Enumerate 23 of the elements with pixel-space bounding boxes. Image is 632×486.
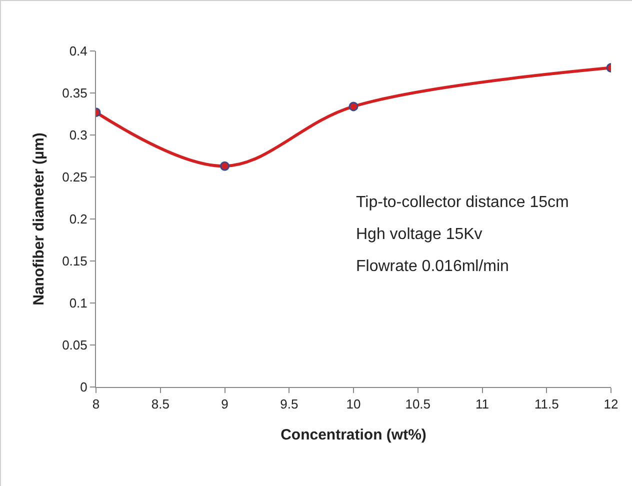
x-tick-label: 9.5 [280, 396, 298, 412]
annotation: Flowrate 0.016ml/min [356, 258, 509, 275]
y-tick-label: 0.05 [62, 338, 88, 353]
x-tick-label: 9 [221, 396, 228, 412]
x-axis-title: Concentration (wt%) [280, 426, 426, 444]
x-tick-label: 10 [346, 396, 361, 412]
y-tick-label: 0.25 [62, 170, 88, 185]
x-tick-label: 12 [604, 396, 618, 412]
y-tick-label: 0.2 [69, 212, 88, 227]
x-tick-label: 11.5 [534, 396, 559, 412]
y-tick-label: 0.4 [69, 44, 88, 59]
annotation: Hgh voltage 15Kv [356, 226, 482, 243]
y-tick-label: 0.15 [62, 254, 88, 269]
annotation: Tip-to-collector distance 15cm [356, 194, 569, 211]
x-tick-label: 8 [92, 396, 100, 412]
y-tick-label: 0.3 [69, 128, 88, 143]
x-tick-label: 10.5 [405, 396, 431, 412]
y-tick-label: 0 [80, 380, 88, 395]
y-axis-title: Nanofiber diameter (µm) [30, 132, 48, 306]
x-tick-label: 11 [476, 396, 489, 412]
y-tick-label: 0.1 [69, 296, 88, 311]
y-tick-label: 0.35 [62, 86, 88, 101]
x-tick-label: 8.5 [151, 396, 170, 412]
